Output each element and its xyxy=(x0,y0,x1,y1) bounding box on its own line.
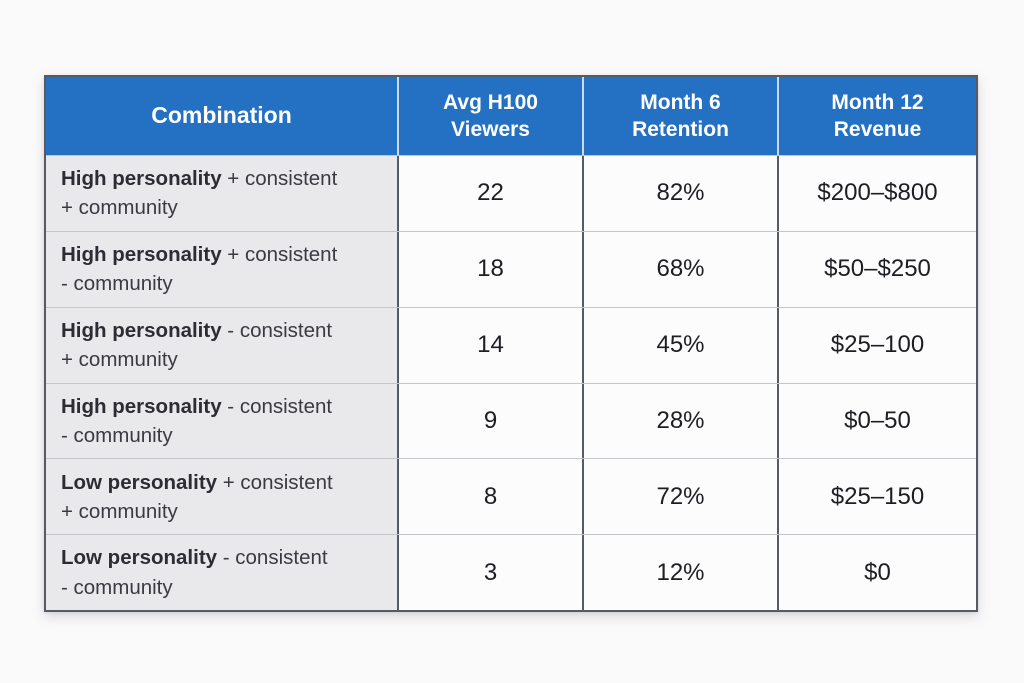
revenue-cell: $25–100 xyxy=(777,307,976,383)
viewers-cell: 3 xyxy=(397,535,582,610)
combination-rest-text: - consistent xyxy=(217,546,328,570)
combination-line2: - community xyxy=(61,272,173,296)
combination-line2: - community xyxy=(61,423,173,447)
viewers-cell: 8 xyxy=(397,459,582,535)
combination-line2: - community xyxy=(61,575,173,599)
header-label-retention-line1: Month 6 xyxy=(640,90,721,114)
combination-rest-text: + consistent xyxy=(221,243,338,267)
header-cell-retention: Month 6 Retention xyxy=(582,77,777,155)
combination-cell: High personality + consistent - communit… xyxy=(46,231,397,307)
table-header-row: Combination Avg H100 Viewers Month 6 Ret… xyxy=(46,77,976,155)
retention-cell: 45% xyxy=(582,307,777,383)
combination-cell: High personality - consistent - communit… xyxy=(46,383,397,459)
retention-cell: 68% xyxy=(582,231,777,307)
combination-rest-text: + consistent xyxy=(221,167,338,191)
combination-line1: High personality + consistent xyxy=(61,240,387,269)
revenue-cell: $50–$250 xyxy=(777,231,976,307)
combination-line2: + community xyxy=(61,196,178,220)
combination-bold-text: High personality xyxy=(61,394,222,418)
header-label-viewers-line1: Avg H100 xyxy=(443,90,538,114)
combination-bold-text: High personality xyxy=(61,243,222,267)
table-row: Low personality + consistent + community… xyxy=(46,458,976,535)
retention-cell: 82% xyxy=(582,156,777,231)
header-label-revenue-line1: Month 12 xyxy=(831,90,924,114)
combination-line2: + community xyxy=(61,348,178,372)
retention-cell: 28% xyxy=(582,383,777,459)
combination-cell: High personality + consistent + communit… xyxy=(46,156,397,231)
retention-cell: 12% xyxy=(582,535,777,610)
header-label-retention-line2: Retention xyxy=(632,118,729,141)
viewers-cell: 9 xyxy=(397,383,582,459)
combination-results-table: Combination Avg H100 Viewers Month 6 Ret… xyxy=(44,75,978,612)
table-row: High personality - consistent + communit… xyxy=(46,306,976,383)
revenue-cell: $25–150 xyxy=(777,459,976,535)
combination-cell: Low personality - consistent - community xyxy=(46,535,397,610)
combination-line1: High personality - consistent xyxy=(61,392,387,421)
table-row: Low personality - consistent - community… xyxy=(46,534,976,610)
combination-bold-text: Low personality xyxy=(61,470,218,494)
retention-cell: 72% xyxy=(582,459,777,535)
header-label-combination: Combination xyxy=(151,102,292,129)
combination-rest-text: + consistent xyxy=(217,470,333,494)
header-cell-combination: Combination xyxy=(46,77,397,155)
table-row: High personality + consistent + communit… xyxy=(46,155,976,231)
combination-bold-text: High personality xyxy=(61,167,222,191)
viewers-cell: 14 xyxy=(397,307,582,383)
combination-line1: High personality - consistent xyxy=(61,316,387,345)
viewers-cell: 22 xyxy=(397,156,582,231)
revenue-cell: $0–50 xyxy=(777,383,976,459)
header-cell-revenue: Month 12 Revenue xyxy=(777,77,976,155)
table-row: High personality + consistent - communit… xyxy=(46,230,976,307)
combination-line2: + community xyxy=(61,499,178,523)
header-label-revenue-line2: Revenue xyxy=(833,118,922,141)
combination-line1: Low personality + consistent xyxy=(61,468,387,497)
combination-cell: High personality - consistent + communit… xyxy=(46,307,397,383)
table-row: High personality - consistent - communit… xyxy=(46,382,976,459)
header-cell-viewers: Avg H100 Viewers xyxy=(397,77,582,155)
header-label-viewers-line2: Viewers xyxy=(450,118,530,141)
combination-cell: Low personality + consistent + community xyxy=(46,459,397,535)
combination-line1: High personality + consistent xyxy=(61,164,387,193)
combination-bold-text: Low personality xyxy=(61,546,218,570)
combination-bold-text: High personality xyxy=(61,318,222,342)
combination-rest-text: - consistent xyxy=(221,318,333,342)
combination-line1: Low personality - consistent xyxy=(61,543,387,572)
revenue-cell: $200–$800 xyxy=(777,156,976,231)
revenue-cell: $0 xyxy=(777,535,976,610)
combination-rest-text: - consistent xyxy=(221,394,333,418)
viewers-cell: 18 xyxy=(397,231,582,307)
